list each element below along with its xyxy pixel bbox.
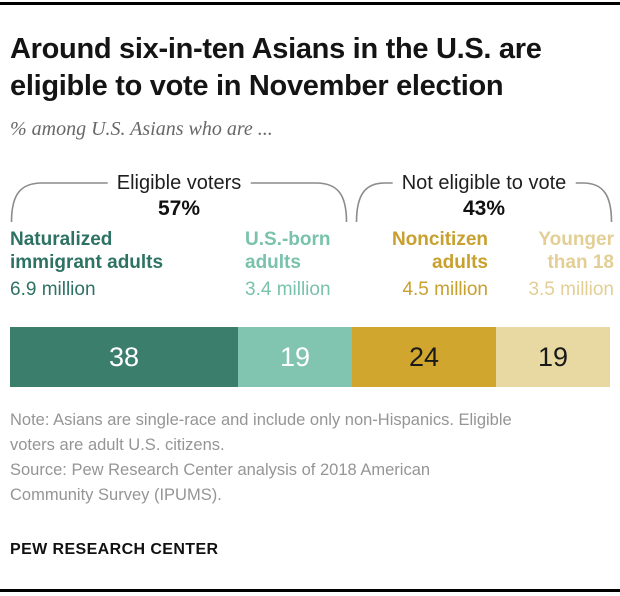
- category-name: U.S.-born adults: [245, 229, 331, 273]
- chart-notes: Note: Asians are single-race and include…: [10, 408, 610, 508]
- category-name: Noncitizen adults: [391, 229, 488, 273]
- chart-subtitle: % among U.S. Asians who are ...: [10, 118, 273, 140]
- category-amount: 6.9 million: [10, 279, 96, 300]
- stacked-bar-chart: Eligible voters 57% Not eligible to vote…: [10, 171, 614, 387]
- bottom-rule: [0, 589, 620, 592]
- source-line: Source: Pew Research Center analysis of …: [10, 461, 431, 479]
- note-line: Note: Asians are single-race and include…: [10, 411, 512, 429]
- bracket-percent: 43%: [462, 197, 506, 220]
- bracket-not-eligible: Not eligible to vote 43%: [355, 171, 613, 227]
- category-label-us-born: U.S.-born adults 3.4 million: [245, 228, 357, 301]
- category-label-younger-18: Younger than 18 3.5 million: [502, 228, 614, 301]
- bar-segment-younger-18: 19: [496, 327, 610, 387]
- pew-research-center-brand: PEW RESEARCH CENTER: [10, 541, 219, 558]
- category-amount: 4.5 million: [402, 279, 488, 300]
- category-name: Naturalized immigrant adults: [10, 229, 164, 273]
- category-name: Younger than 18: [538, 229, 614, 273]
- top-rule: [0, 2, 620, 5]
- page-title: Around six-in-ten Asians in the U.S. are…: [10, 31, 610, 105]
- note-line: voters are adult U.S. citizens.: [10, 436, 225, 454]
- title-line-2: eligible to vote in November election: [10, 70, 504, 102]
- bar-segment-naturalized: 38: [10, 327, 238, 387]
- bar-segment-us-born: 19: [238, 327, 352, 387]
- bracket-label: Eligible voters: [107, 172, 251, 195]
- bracket-eligible-voters: Eligible voters 57%: [10, 171, 348, 227]
- category-amount: 3.4 million: [245, 279, 331, 300]
- category-label-noncitizen: Noncitizen adults 4.5 million: [356, 228, 488, 301]
- bracket-percent: 57%: [157, 197, 201, 220]
- source-line: Community Survey (IPUMS).: [10, 486, 222, 504]
- bar-segment-noncitizen: 24: [352, 327, 496, 387]
- stacked-bar: 38 19 24 19: [10, 327, 610, 387]
- category-amount: 3.5 million: [528, 279, 614, 300]
- title-line-1: Around six-in-ten Asians in the U.S. are: [10, 33, 542, 65]
- bracket-label: Not eligible to vote: [392, 172, 576, 195]
- category-label-naturalized: Naturalized immigrant adults 6.9 million: [10, 228, 182, 301]
